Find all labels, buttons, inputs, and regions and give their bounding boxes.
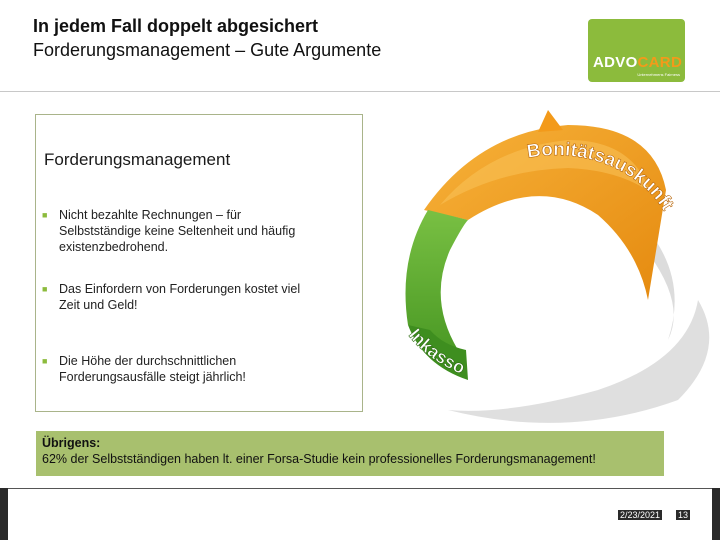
footer-date: 2/23/2021 (618, 510, 663, 520)
bullet-item: ■ Die Höhe der durchschnittlichen Forder… (42, 353, 319, 385)
note-box: Übrigens: 62% der Selbstständigen haben … (36, 431, 664, 476)
bullet-text: Nicht bezahlte Rechnungen – für Selbstst… (59, 208, 296, 254)
arrow-head-icon (538, 110, 563, 132)
bullet-marker-icon: ■ (42, 356, 48, 366)
advocard-logo: ADVOCARD Unternehmens Fairness (588, 19, 685, 82)
bullet-marker-icon: ■ (42, 210, 48, 220)
logo-wordmark: ADVOCARD (593, 54, 682, 71)
slide-title: In jedem Fall doppelt abgesichert (33, 16, 319, 36)
logo-brand-part1: ADVO (593, 54, 638, 71)
bullet-text: Das Einfordern von Forderungen kostet vi… (59, 282, 301, 312)
note-title: Übrigens: (42, 436, 101, 450)
footer-left-bar (0, 488, 8, 540)
content-box: Forderungsmanagement ■ Nicht bezahlte Re… (35, 114, 363, 412)
bullet-item: ■ Nicht bezahlte Rechnungen – für Selbst… (42, 207, 319, 255)
footer-right-bar (712, 488, 720, 540)
bullet-text: Die Höhe der durchschnittlichen Forderun… (59, 354, 246, 384)
cycle-diagram: Bonitätsauskunft Inkasso (405, 110, 710, 423)
shadow-arc (448, 300, 710, 423)
note-text: 62% der Selbstständigen haben lt. einer … (42, 452, 596, 466)
green-arc-bottom (408, 325, 468, 380)
header-divider (0, 91, 720, 92)
logo-tagline: Unternehmens Fairness (637, 72, 680, 77)
content-heading: Forderungsmanagement (44, 150, 231, 169)
bullet-item: ■ Das Einfordern von Forderungen kostet … (42, 281, 319, 313)
logo-brand-part2: CARD (637, 54, 683, 71)
bullet-marker-icon: ■ (42, 284, 48, 294)
slide-subtitle: Forderungsmanagement – Gute Argumente (33, 40, 382, 60)
green-arc (405, 210, 468, 350)
footer-page-number: 13 (676, 510, 691, 520)
footer-divider (8, 488, 712, 489)
orange-arc-highlight (440, 140, 650, 205)
